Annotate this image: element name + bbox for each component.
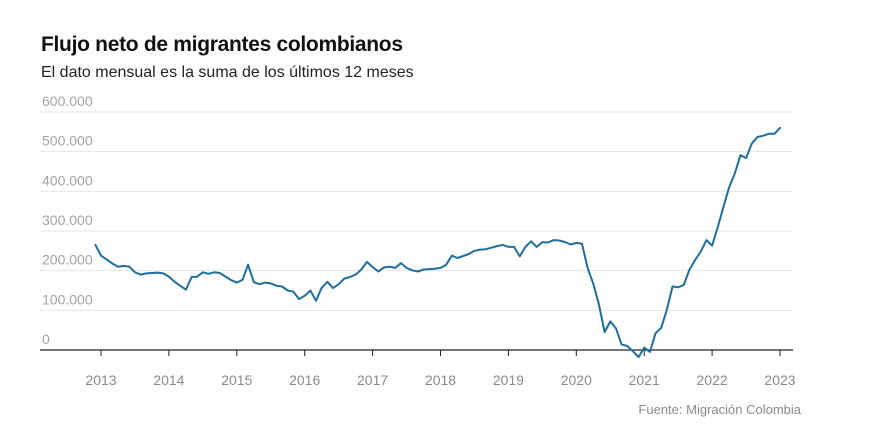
x-tick-label: 2013: [85, 372, 116, 388]
y-tick-label: 600.000: [42, 93, 93, 109]
x-tick-label: 2020: [561, 372, 592, 388]
series-line: [94, 126, 781, 359]
y-tick-label: 400.000: [42, 172, 93, 188]
y-tick-label: 100.000: [42, 291, 93, 307]
x-tick-label: 2019: [493, 372, 524, 388]
chart-subtitle: El dato mensual es la suma de los último…: [41, 64, 414, 81]
x-tick-label: 2022: [697, 372, 728, 388]
x-tick-label: 2017: [357, 372, 388, 388]
x-tick-label: 2018: [425, 372, 456, 388]
source-note: Fuente: Migración Colombia: [638, 402, 801, 417]
x-tick-label: 2021: [629, 372, 660, 388]
x-tick-label: 2023: [764, 372, 795, 388]
y-tick-label: 0: [42, 331, 50, 347]
y-tick-label: 200.000: [42, 252, 93, 268]
y-tick-label: 500.000: [42, 133, 93, 149]
y-axis: 0 100.000 200.000 300.000 400.000 500.000 600.…: [42, 93, 93, 347]
grid-lines: [40, 111, 793, 351]
chart-title: Flujo neto de migrantes colombianos: [41, 33, 403, 56]
x-tick-label: 2014: [153, 372, 184, 388]
x-axis: 2013 2014 2015 2016 2017 2018 2019 2020 2021 2022…: [85, 350, 796, 388]
y-tick-label: 300.000: [42, 212, 93, 228]
x-tick-label: 2015: [221, 372, 252, 388]
x-tick-label: 2016: [289, 372, 320, 388]
